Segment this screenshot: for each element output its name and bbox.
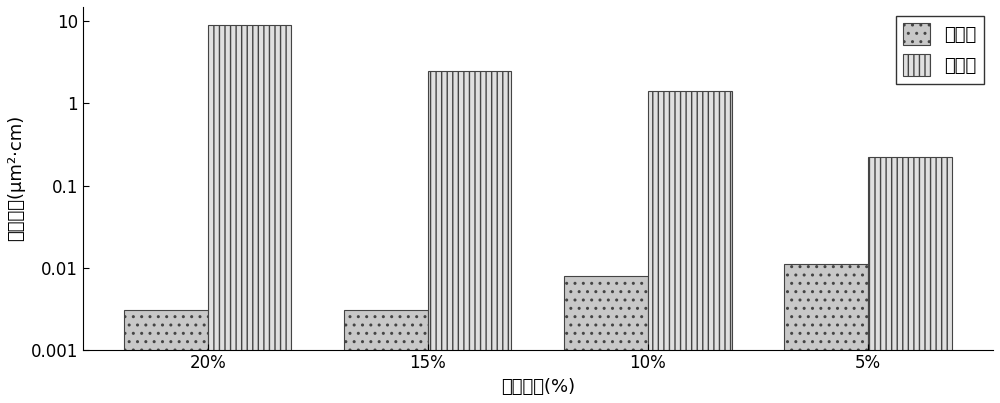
Bar <box>208 25 291 403</box>
Bar <box>124 310 208 403</box>
Bar <box>868 158 952 403</box>
Bar <box>784 264 868 403</box>
Bar <box>648 91 732 403</box>
Bar <box>344 310 428 403</box>
Bar <box>428 71 511 403</box>
Bar <box>564 276 648 403</box>
Y-axis label: 导流能力(μm²·cm): 导流能力(μm²·cm) <box>7 115 25 241</box>
Legend: 酸蚀前, 酸蚀后: 酸蚀前, 酸蚀后 <box>896 16 984 83</box>
X-axis label: 酸蚀浓度(%): 酸蚀浓度(%) <box>501 378 575 396</box>
